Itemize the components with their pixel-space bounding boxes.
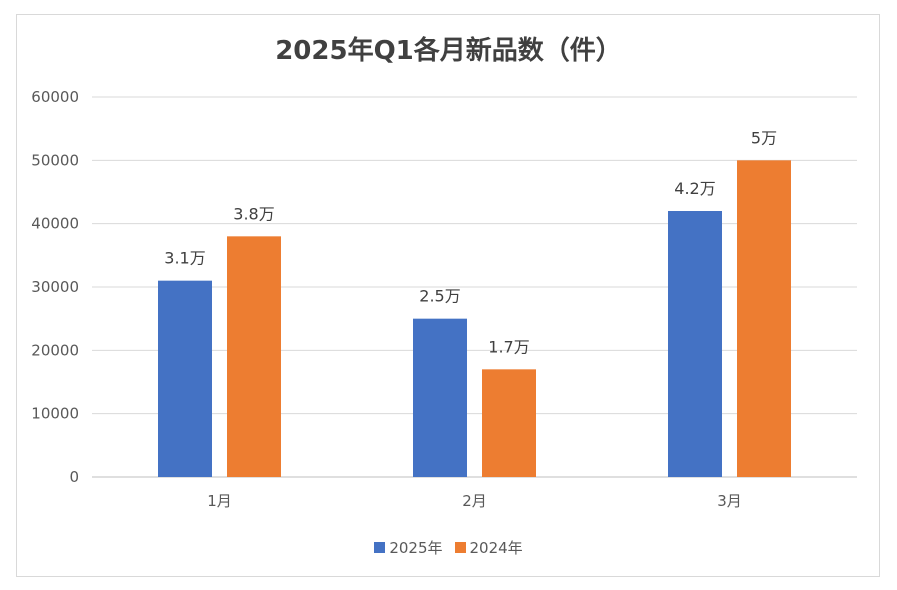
y-tick-label: 30000 bbox=[31, 278, 79, 296]
x-tick-label: 3月 bbox=[717, 492, 742, 510]
legend-swatch-2024 bbox=[454, 542, 466, 553]
bar-2024年-3月 bbox=[737, 160, 791, 478]
y-tick-label: 20000 bbox=[31, 341, 79, 359]
y-tick-label: 60000 bbox=[31, 88, 79, 106]
data-label: 3.8万 bbox=[233, 204, 274, 223]
data-label: 4.2万 bbox=[674, 179, 715, 198]
legend-swatch-2025 bbox=[374, 542, 386, 553]
data-label: 1.7万 bbox=[488, 337, 529, 356]
y-tick-label: 0 bbox=[69, 468, 79, 486]
legend-item-2025: 2025年 bbox=[374, 537, 443, 558]
data-label: 3.1万 bbox=[164, 249, 205, 268]
y-tick-label: 40000 bbox=[31, 215, 79, 233]
data-label: 2.5万 bbox=[419, 287, 460, 306]
legend: 2025年 2024年 bbox=[0, 537, 897, 558]
x-tick-label: 1月 bbox=[207, 492, 232, 510]
y-tick-label: 10000 bbox=[31, 405, 79, 423]
bar-2025年-1月 bbox=[158, 280, 212, 477]
bar-2024年-1月 bbox=[227, 236, 281, 477]
chart-title: 2025年Q1各月新品数（件） bbox=[275, 36, 622, 66]
x-tick-label: 2月 bbox=[462, 492, 487, 510]
legend-label-2025: 2025年 bbox=[389, 539, 443, 557]
legend-label-2024: 2024年 bbox=[469, 539, 523, 557]
bar-2025年-2月 bbox=[413, 318, 467, 477]
bar-2025年-3月 bbox=[668, 211, 722, 477]
bar-2024年-2月 bbox=[482, 369, 536, 477]
y-tick-label: 50000 bbox=[31, 151, 79, 169]
legend-item-2024: 2024年 bbox=[454, 537, 523, 558]
data-label: 5万 bbox=[751, 128, 777, 147]
